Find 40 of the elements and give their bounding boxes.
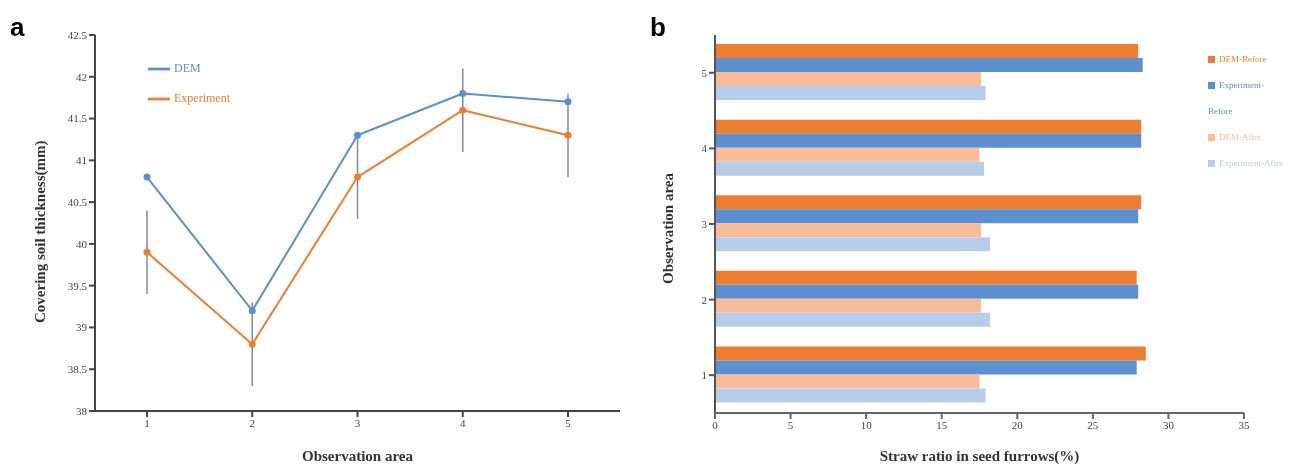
- y-tick-label: 1: [701, 369, 707, 382]
- y-tick-label: 4: [701, 142, 708, 155]
- x-tick-label: 5: [565, 416, 572, 429]
- x-tick-label: 1: [144, 416, 150, 429]
- y-tick-label: 41: [76, 154, 87, 167]
- x-tick-label: 2: [249, 416, 255, 429]
- x-axis-title: Straw ratio in seed furrows(%): [879, 448, 1080, 465]
- x-tick-label: 30: [1162, 418, 1175, 431]
- x-axis-title: Observation area: [302, 448, 414, 464]
- x-tick-label: 0: [712, 418, 719, 431]
- y-axis-title: Observation area: [660, 172, 677, 284]
- y-tick-label: 2: [701, 293, 707, 306]
- legend-label: DEM: [174, 61, 201, 75]
- y-tick-label: 42.5: [67, 28, 88, 41]
- y-tick-label: 3: [701, 217, 708, 230]
- y-axis-title: Covering soil thickness(mm): [32, 140, 50, 323]
- x-tick-label: 5: [787, 418, 794, 431]
- legend-label: Experiment-After: [1219, 158, 1283, 168]
- y-tick-label: 38: [76, 404, 88, 417]
- y-tick-label: 39: [76, 321, 88, 334]
- y-tick-label: 41.5: [67, 112, 88, 125]
- x-tick-label: 3: [354, 416, 361, 429]
- legend-label: Experiment: [174, 91, 230, 105]
- x-tick-label: 25: [1087, 418, 1099, 431]
- x-tick-label: 20: [1011, 418, 1024, 431]
- y-tick-label: 38.5: [67, 363, 88, 376]
- x-tick-label: 35: [1238, 418, 1250, 431]
- legend-label: DEM-After: [1219, 132, 1261, 142]
- y-tick-label: 39.5: [67, 279, 88, 292]
- y-tick-label: 42: [76, 70, 87, 83]
- y-tick-label: 40: [76, 237, 88, 250]
- y-tick-label: 5: [701, 66, 708, 79]
- chart-title: a: [10, 12, 25, 43]
- y-tick-label: 40.5: [67, 196, 88, 209]
- chart-title: b: [650, 12, 666, 43]
- x-tick-label: 15: [936, 418, 948, 431]
- x-tick-label: 4: [460, 416, 466, 429]
- legend-label: DEM-Before: [1219, 54, 1267, 64]
- x-tick-label: 10: [860, 418, 873, 431]
- text: Experiment-Before: [1208, 80, 1264, 116]
